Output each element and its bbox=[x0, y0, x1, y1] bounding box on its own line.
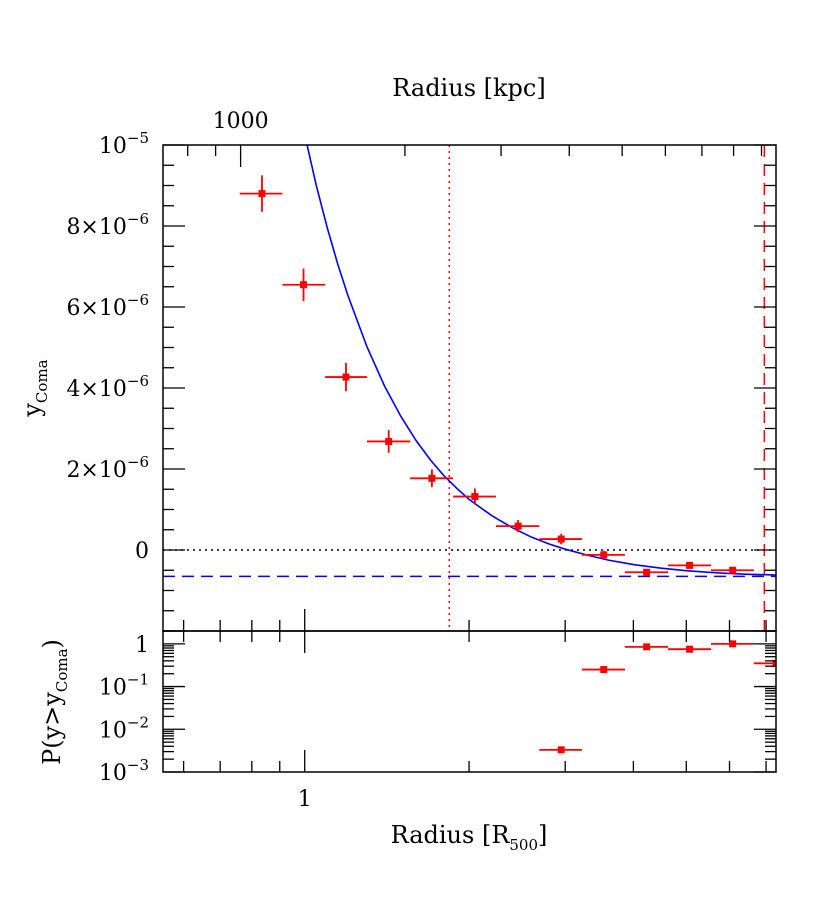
bottom-point-2 bbox=[624, 643, 669, 651]
bottom-axis-xlabel: Radius [R500] bbox=[391, 821, 548, 854]
bottom-axis-ylabel: P(y>yComa) bbox=[38, 639, 71, 765]
bottom-point-3 bbox=[668, 645, 712, 653]
bottom-point-marker bbox=[772, 659, 776, 667]
top-point-marker bbox=[342, 373, 350, 381]
top-point-marker bbox=[557, 535, 565, 543]
by-tick-label: 10−2 bbox=[99, 713, 149, 743]
top-point-marker bbox=[300, 281, 308, 289]
top-point-marker bbox=[729, 566, 737, 574]
bottom-point-marker bbox=[600, 666, 608, 674]
bottom-point-0 bbox=[539, 746, 582, 754]
bottom-point-marker bbox=[643, 643, 651, 651]
y-tick-label: 2×10−6 bbox=[66, 453, 149, 483]
top-model-curve-group bbox=[306, 145, 776, 576]
top-point-11 bbox=[711, 566, 754, 574]
bottom-point-marker bbox=[729, 640, 737, 648]
top-point-6 bbox=[495, 520, 540, 533]
by-tick-label: 1 bbox=[135, 633, 149, 658]
top-point-marker bbox=[428, 474, 436, 482]
y-tick-label: 10−5 bbox=[99, 129, 149, 159]
top-point-2 bbox=[325, 362, 367, 392]
y-tick-label: 8×10−6 bbox=[66, 210, 149, 240]
top-point-marker bbox=[600, 551, 608, 559]
bottom-ticks: 1 10−3 10−2 10−1 1 bbox=[99, 630, 776, 812]
y-tick-label: 4×10−6 bbox=[66, 372, 149, 402]
x-tick-label: 1 bbox=[298, 787, 312, 812]
by-tick-label: 10−3 bbox=[99, 756, 149, 786]
top-reference-lines bbox=[163, 145, 776, 631]
top-point-marker bbox=[471, 493, 479, 501]
top-point-8 bbox=[581, 550, 625, 559]
top-point-4 bbox=[410, 469, 454, 488]
top-point-marker bbox=[643, 568, 651, 576]
top-panel: 1000 0 2×10−6 4×10−6 6×10−6 8×10−6 10−5 Radius… bbox=[18, 74, 777, 632]
top-point-0 bbox=[239, 175, 283, 212]
top-point-marker bbox=[385, 437, 393, 445]
y-tick-label: 6×10−6 bbox=[66, 291, 149, 321]
bottom-point-marker bbox=[686, 645, 694, 653]
top-point-marker bbox=[686, 561, 694, 569]
model-curve bbox=[306, 145, 776, 576]
top-point-7 bbox=[539, 533, 582, 545]
by-tick-label: 10−1 bbox=[99, 671, 149, 701]
top-ticks: 1000 0 2×10−6 4×10−6 6×10−6 8×10−6 10−5 bbox=[66, 109, 776, 632]
kpc-tick-label: 1000 bbox=[213, 109, 269, 134]
top-point-1 bbox=[282, 268, 326, 301]
top-point-5 bbox=[453, 488, 496, 505]
bottom-panel: 1 10−3 10−2 10−1 1 Radius [R500] P(y>yComa) bbox=[38, 630, 777, 854]
bottom-point-1 bbox=[581, 666, 625, 674]
top-point-3 bbox=[366, 430, 411, 453]
bottom-point-marker bbox=[557, 746, 565, 754]
top-data-points bbox=[239, 175, 754, 576]
top-point-marker bbox=[258, 190, 266, 198]
y-tick-label: 0 bbox=[135, 539, 149, 564]
top-point-marker bbox=[514, 522, 522, 530]
top-axis-title: Radius [kpc] bbox=[392, 74, 545, 102]
bottom-data-points bbox=[539, 640, 776, 754]
top-plot-frame bbox=[162, 144, 777, 632]
bottom-plot-frame bbox=[162, 630, 777, 773]
bottom-point-5 bbox=[753, 659, 776, 667]
top-axis-ylabel: yComa bbox=[18, 359, 51, 417]
bottom-point-4 bbox=[711, 640, 754, 648]
top-point-9 bbox=[624, 568, 669, 576]
top-point-10 bbox=[668, 561, 712, 569]
